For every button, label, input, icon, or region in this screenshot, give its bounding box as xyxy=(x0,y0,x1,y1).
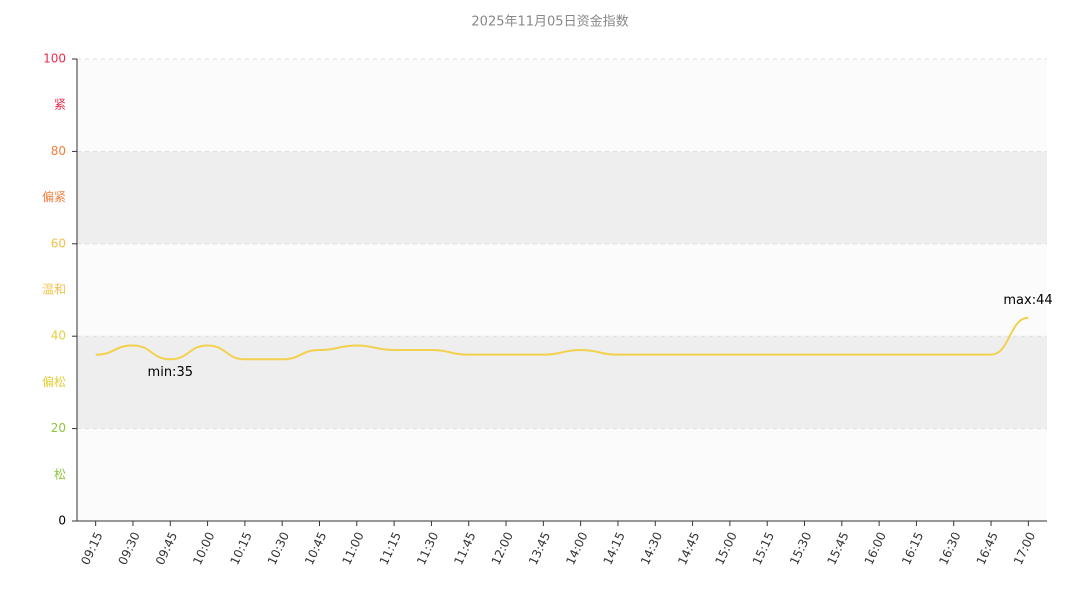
x-tick-label: 15:30 xyxy=(787,530,814,567)
x-tick-label: 15:15 xyxy=(750,530,777,567)
min-label: min:35 xyxy=(148,365,193,380)
x-tick-label: 10:30 xyxy=(265,530,292,567)
x-tick-label: 11:00 xyxy=(339,530,366,567)
max-label: max:44 xyxy=(1003,293,1052,308)
x-tick-label: 16:00 xyxy=(862,530,889,567)
x-tick-label: 16:30 xyxy=(936,530,963,567)
band-label: 温和 xyxy=(42,283,66,297)
band xyxy=(77,428,1047,521)
band xyxy=(77,151,1047,244)
x-tick-label: 09:30 xyxy=(116,530,143,567)
band xyxy=(77,59,1047,152)
x-tick-label: 10:45 xyxy=(302,530,329,567)
band-label: 偏紧 xyxy=(42,189,66,204)
x-tick-label: 14:00 xyxy=(563,530,590,567)
y-tick-label: 100 xyxy=(43,52,66,66)
x-tick-label: 11:30 xyxy=(414,530,441,567)
x-tick-label: 11:15 xyxy=(377,530,404,567)
x-tick-label: 11:45 xyxy=(451,530,478,567)
x-tick-label: 09:15 xyxy=(78,530,105,567)
chart-title: 2025年11月05日资金指数 xyxy=(471,14,628,30)
x-tick-label: 14:15 xyxy=(601,530,628,567)
x-tick-label: 15:45 xyxy=(824,530,851,567)
x-tick-label: 12:00 xyxy=(489,530,516,567)
x-tick-label: 13:45 xyxy=(526,530,553,567)
x-tick-label: 14:30 xyxy=(638,530,665,567)
y-tick-label: 20 xyxy=(51,421,66,435)
y-tick-label: 0 xyxy=(58,514,66,528)
x-tick-label: 17:00 xyxy=(1011,530,1038,567)
band-label: 松 xyxy=(54,467,66,481)
y-tick-label: 60 xyxy=(51,236,66,250)
y-tick-label: 80 xyxy=(51,144,66,158)
x-tick-label: 15:00 xyxy=(712,530,739,567)
band-label: 偏松 xyxy=(42,374,66,389)
y-tick-label: 40 xyxy=(51,329,66,343)
band-label: 紧 xyxy=(54,98,66,112)
x-tick-label: 10:00 xyxy=(190,530,217,567)
x-tick-label: 16:45 xyxy=(974,530,1001,567)
x-tick-label: 16:15 xyxy=(899,530,926,567)
line xyxy=(95,316,1029,361)
band xyxy=(77,243,1047,337)
x-tick-label: 09:45 xyxy=(153,530,180,567)
x-tick-label: 14:45 xyxy=(675,530,702,567)
x-tick-label: 10:15 xyxy=(227,530,254,567)
